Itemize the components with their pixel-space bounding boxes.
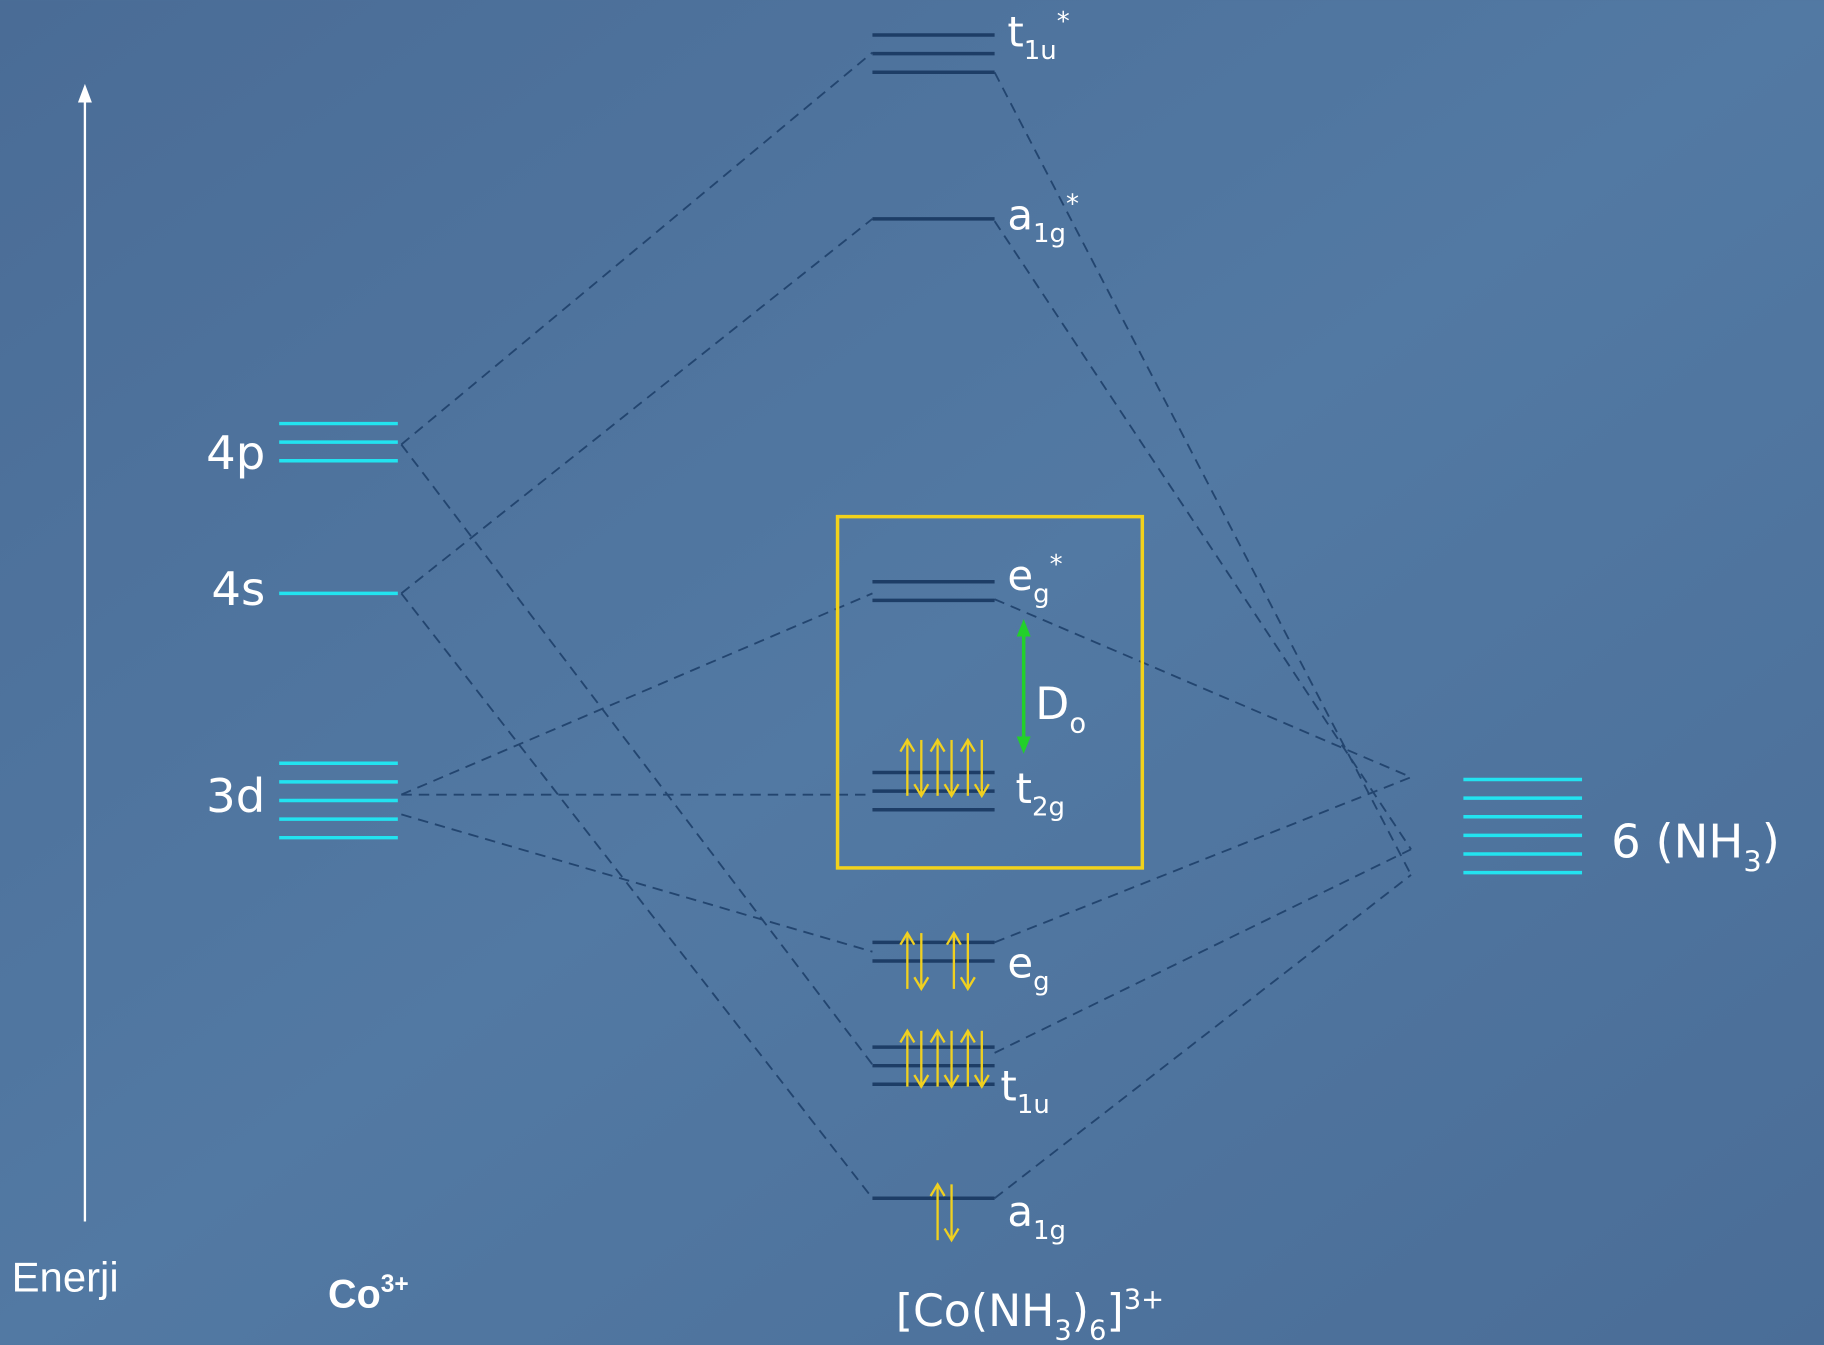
label-part: Co (328, 1273, 381, 1317)
label-part: 6 (1089, 1316, 1106, 1345)
label-part: t (1000, 1062, 1016, 1111)
label-part: 3+ (1124, 1285, 1164, 1316)
electron-up-head (945, 930, 962, 946)
electron-up-head (959, 737, 976, 753)
correlation-lines (400, 51, 1412, 1200)
splitting-arrowhead (1016, 736, 1031, 754)
label-part: * (1066, 190, 1079, 220)
label-part: g (1033, 967, 1049, 997)
electron-up-head (929, 737, 946, 753)
orbital-label: t1u (1000, 1062, 1049, 1121)
electron-down-head (943, 783, 960, 799)
label-part: 3+ (381, 1271, 409, 1298)
label-part: 1g (1033, 1216, 1066, 1246)
electron-down-head (913, 783, 930, 799)
electron-up-head (929, 1182, 946, 1197)
metal-level-label: 4s (211, 562, 265, 616)
splitting-label: Do (1035, 679, 1086, 739)
label-part: g (1033, 579, 1049, 609)
label-part: e (1007, 938, 1033, 987)
highlight-box (835, 514, 1145, 870)
ligand-label: 6 (NH3) (1611, 814, 1780, 878)
label-part: a (1007, 1187, 1033, 1236)
label-part: * (1057, 7, 1070, 37)
label-part: D (1035, 679, 1069, 730)
orbital-label: t2g (1016, 764, 1065, 823)
orbital-label: a1g* (1007, 190, 1079, 249)
label-part: 2g (1032, 792, 1065, 822)
electron-up-head (899, 737, 916, 753)
label-part: o (1069, 708, 1086, 739)
electron-down-head (943, 1227, 960, 1243)
splitting-arrowhead (1016, 618, 1031, 637)
label-part: 3 (1054, 1316, 1071, 1345)
electron-up-head (899, 930, 916, 946)
label-part: ] (1106, 1286, 1123, 1337)
metal-level-label: 4p (206, 426, 265, 480)
electron-up-head (899, 1028, 916, 1044)
energy-arrowhead (77, 83, 92, 103)
label-part: ) (1072, 1286, 1089, 1337)
energy-label: Enerji (12, 1253, 119, 1300)
electron-up-head (959, 1028, 976, 1044)
electron-down-head (959, 976, 976, 992)
label-part: * (1050, 550, 1063, 580)
electron-down-head (973, 1074, 990, 1089)
electron-down-head (913, 1074, 930, 1089)
electron-down-head (973, 783, 990, 799)
complex-label: [Co(NH3)6]3+ (896, 1285, 1164, 1345)
label-part: a (1007, 190, 1033, 239)
label-part: t (1007, 8, 1023, 57)
electron-down-head (943, 1074, 960, 1089)
label-part: 1u (1024, 36, 1057, 66)
label-part: e (1007, 551, 1033, 600)
label-part: ) (1762, 814, 1780, 868)
metal-label: Co3+ (328, 1271, 409, 1317)
electron-up-head (929, 1028, 946, 1044)
label-part: [Co(NH (896, 1286, 1055, 1337)
label-part: 1u (1017, 1090, 1050, 1120)
label-part: t (1016, 764, 1032, 813)
orbital-label: a1g (1007, 1187, 1066, 1246)
electron-down-head (913, 976, 930, 992)
label-part: 6 (NH (1611, 814, 1743, 868)
orbital-label: eg* (1007, 550, 1062, 609)
orbital-label: eg (1007, 938, 1049, 997)
metal-level-label: 3d (206, 769, 265, 823)
label-part: 1g (1033, 219, 1066, 249)
label-part: 3 (1743, 844, 1761, 878)
orbital-label: t1u* (1007, 7, 1069, 66)
